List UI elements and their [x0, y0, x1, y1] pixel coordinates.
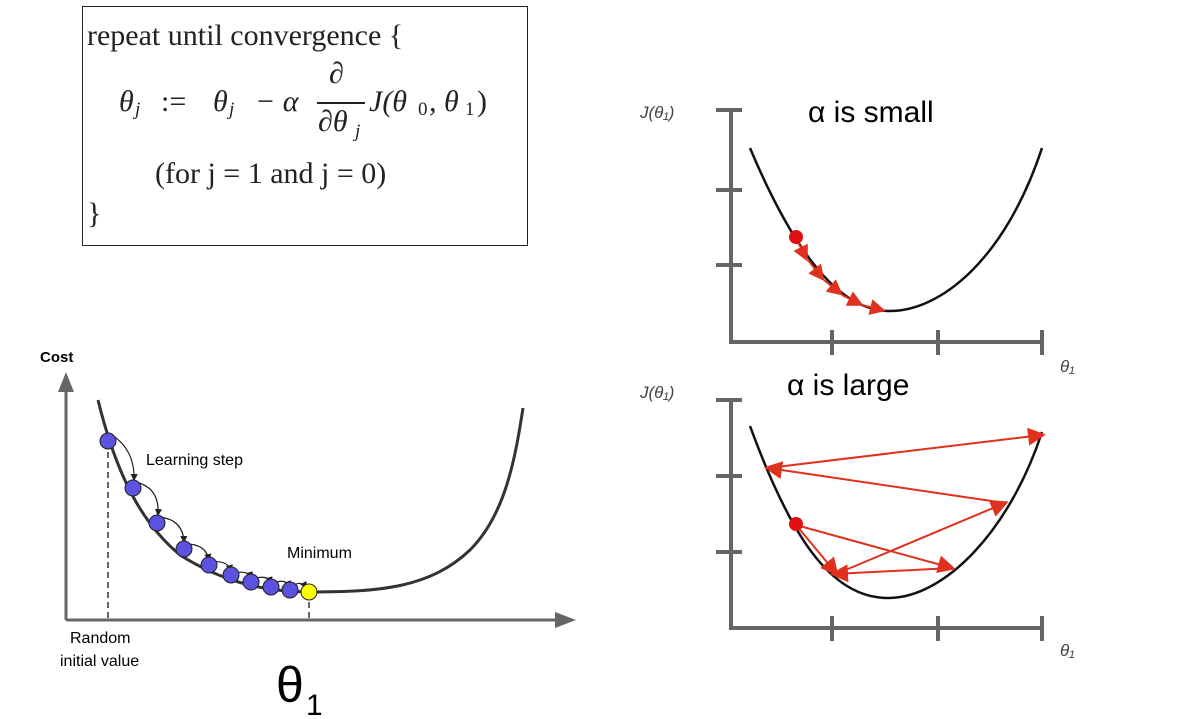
left-y-axis-arrowhead [58, 372, 74, 392]
left-y-label: Cost [40, 349, 73, 366]
formula-fraction-bar [317, 102, 365, 104]
left-x-axis-arrowhead [555, 612, 576, 628]
right-top-start-dot [789, 230, 803, 244]
step-dot [281, 581, 299, 599]
formula-theta-j-2: θ [213, 85, 228, 118]
step-dot [200, 556, 218, 574]
formula-partial-denominator: ∂θ [318, 105, 348, 138]
right-top-x-label: θ₁ [1060, 357, 1075, 376]
step-dot [262, 578, 280, 596]
left-gradient-descent-diagram: Cost Learning step Minimum Random initia… [40, 349, 576, 719]
step-dot [99, 432, 117, 450]
formula-partial-numerator: ∂ [329, 57, 344, 90]
formula-sub-j: j [135, 99, 141, 120]
update-rule-formula-box: repeat until convergence { θ j := θ j − … [82, 6, 528, 246]
right-top-small-alpha-diagram: α is small J(θ₁) θ₁ [639, 96, 1075, 376]
formula-update-line: θ j := θ j − α ∂ ∂θ j J(θ 0 , θ 1 ) [119, 57, 519, 147]
left-x-label-theta: θ [276, 657, 304, 713]
right-bottom-title: α is large [787, 369, 909, 402]
learning-step-label: Learning step [146, 452, 243, 469]
minimum-dot [300, 583, 318, 601]
right-top-y-label: J(θ₁) [639, 103, 674, 122]
formula-cost-sub1: 1 [465, 99, 475, 120]
right-bottom-y-label: J(θ₁) [639, 383, 674, 402]
step-dot [124, 479, 142, 497]
right-top-title: α is small [808, 96, 934, 129]
formula-sub-j-2: j [229, 99, 235, 120]
formula-assign: := [161, 85, 187, 118]
formula-line-for-j: (for j = 1 and j = 0) [155, 157, 387, 190]
start-label-line2: initial value [60, 653, 139, 670]
formula-closing-brace: } [87, 197, 102, 230]
formula-minus-alpha: − α [255, 85, 299, 118]
right-bottom-x-label: θ₁ [1060, 641, 1075, 660]
left-x-label-sub: 1 [306, 689, 323, 719]
left-cost-curve [96, 399, 525, 594]
left-step-dots [99, 432, 299, 599]
formula-cost-sub0: 0 [418, 99, 428, 120]
right-bottom-large-alpha-diagram: α is large J(θ₁) θ₁ [639, 369, 1075, 660]
formula-cost-fn: J(θ [369, 85, 408, 118]
right-bottom-start-dot [789, 517, 803, 531]
right-top-cost-curve [748, 147, 1044, 313]
step-dot [148, 514, 166, 532]
formula-line-repeat: repeat until convergence { [87, 19, 404, 52]
formula-theta-j: θ [119, 85, 134, 118]
minimum-label: Minimum [287, 545, 352, 562]
formula-cost-mid: , θ [429, 85, 459, 118]
formula-partial-sub-j: j [355, 121, 361, 142]
right-bottom-step-arrows [764, 427, 1046, 583]
formula-cost-end: ) [477, 85, 487, 118]
step-dot [175, 540, 193, 558]
right-top-step-arrows [793, 237, 886, 315]
start-label-line1: Random [70, 630, 130, 647]
step-dot [242, 573, 260, 591]
step-dot [222, 566, 240, 584]
